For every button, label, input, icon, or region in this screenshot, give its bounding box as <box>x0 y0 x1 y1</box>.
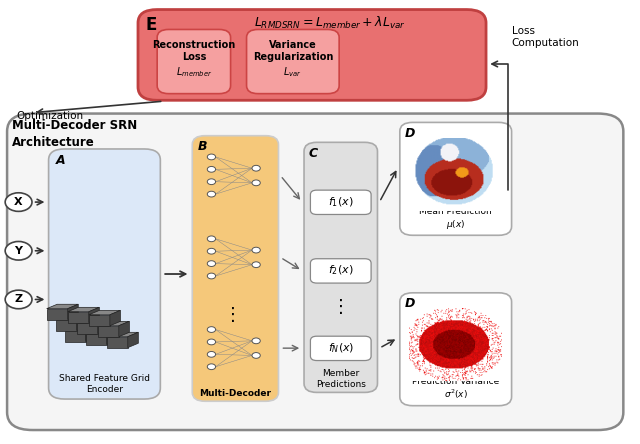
Text: D: D <box>405 297 415 310</box>
Circle shape <box>5 193 32 211</box>
Text: $f_1(x)$: $f_1(x)$ <box>328 195 353 209</box>
Text: A: A <box>56 154 66 167</box>
Polygon shape <box>86 333 107 345</box>
FancyBboxPatch shape <box>400 123 511 235</box>
Circle shape <box>207 327 216 333</box>
Circle shape <box>207 339 216 345</box>
Circle shape <box>5 242 32 260</box>
Polygon shape <box>68 307 99 312</box>
Polygon shape <box>107 337 128 348</box>
Text: X: X <box>14 197 23 207</box>
FancyBboxPatch shape <box>7 114 623 430</box>
Circle shape <box>207 364 216 369</box>
Polygon shape <box>86 326 96 341</box>
Circle shape <box>207 191 216 197</box>
Polygon shape <box>107 332 138 337</box>
Text: Reconstruction
Loss
$L_{member}$: Reconstruction Loss $L_{member}$ <box>152 40 236 79</box>
Text: B: B <box>197 140 207 153</box>
Polygon shape <box>68 304 78 320</box>
Polygon shape <box>128 332 138 348</box>
Polygon shape <box>119 321 129 337</box>
Text: Member
Predictions: Member Predictions <box>316 369 365 389</box>
FancyBboxPatch shape <box>304 143 378 392</box>
Polygon shape <box>77 323 98 333</box>
Polygon shape <box>107 329 117 345</box>
Text: Multi-Decoder: Multi-Decoder <box>200 388 271 398</box>
Polygon shape <box>98 321 129 326</box>
Text: Variance
Regularization
$L_{var}$: Variance Regularization $L_{var}$ <box>253 40 333 79</box>
Polygon shape <box>77 318 108 323</box>
FancyBboxPatch shape <box>246 29 339 94</box>
Circle shape <box>207 179 216 185</box>
FancyBboxPatch shape <box>138 10 486 100</box>
Polygon shape <box>86 329 117 333</box>
Text: E: E <box>146 16 157 34</box>
Circle shape <box>207 166 216 172</box>
Polygon shape <box>56 315 87 320</box>
Polygon shape <box>98 326 119 337</box>
Polygon shape <box>98 318 108 333</box>
Circle shape <box>252 353 260 358</box>
Circle shape <box>207 248 216 254</box>
Circle shape <box>207 352 216 357</box>
Circle shape <box>207 273 216 279</box>
Polygon shape <box>47 309 68 320</box>
Text: Optimization: Optimization <box>17 111 84 121</box>
Text: ⋮: ⋮ <box>224 306 242 324</box>
Circle shape <box>207 236 216 242</box>
Text: Y: Y <box>15 246 22 256</box>
FancyBboxPatch shape <box>49 149 161 399</box>
Circle shape <box>252 262 260 268</box>
FancyBboxPatch shape <box>192 136 278 401</box>
Polygon shape <box>65 330 86 341</box>
Polygon shape <box>77 315 87 330</box>
Polygon shape <box>89 307 99 323</box>
Circle shape <box>207 154 216 160</box>
Circle shape <box>207 261 216 266</box>
Polygon shape <box>89 310 120 315</box>
Text: $f_2(x)$: $f_2(x)$ <box>328 264 353 278</box>
Text: ⋮: ⋮ <box>332 298 349 317</box>
Text: D: D <box>405 127 415 140</box>
Text: Mean Prediction
$\mu(x)$: Mean Prediction $\mu(x)$ <box>419 207 492 231</box>
Text: C: C <box>308 147 317 160</box>
Text: Prediction Variance
$\sigma^2(x)$: Prediction Variance $\sigma^2(x)$ <box>412 377 499 401</box>
FancyBboxPatch shape <box>310 190 371 214</box>
Polygon shape <box>56 320 77 330</box>
Polygon shape <box>65 326 96 330</box>
FancyBboxPatch shape <box>400 293 511 406</box>
Text: $f_N(x)$: $f_N(x)$ <box>328 341 354 355</box>
Polygon shape <box>47 304 78 309</box>
Text: Shared Feature Grid
Encoder: Shared Feature Grid Encoder <box>59 374 150 394</box>
Polygon shape <box>89 315 110 326</box>
Circle shape <box>252 165 260 171</box>
Text: Multi-Decoder SRN
Architecture: Multi-Decoder SRN Architecture <box>12 119 138 149</box>
Circle shape <box>252 180 260 186</box>
Circle shape <box>252 338 260 344</box>
Text: $L_{RMDSRN} = L_{member} + \lambda L_{var}$: $L_{RMDSRN} = L_{member} + \lambda L_{va… <box>253 15 405 31</box>
Text: Z: Z <box>15 294 22 305</box>
Circle shape <box>252 247 260 253</box>
Polygon shape <box>68 312 89 323</box>
Polygon shape <box>110 310 120 326</box>
Circle shape <box>5 290 32 309</box>
FancyBboxPatch shape <box>310 336 371 361</box>
FancyBboxPatch shape <box>157 29 230 94</box>
FancyBboxPatch shape <box>310 259 371 283</box>
Text: Loss
Computation: Loss Computation <box>511 26 579 48</box>
